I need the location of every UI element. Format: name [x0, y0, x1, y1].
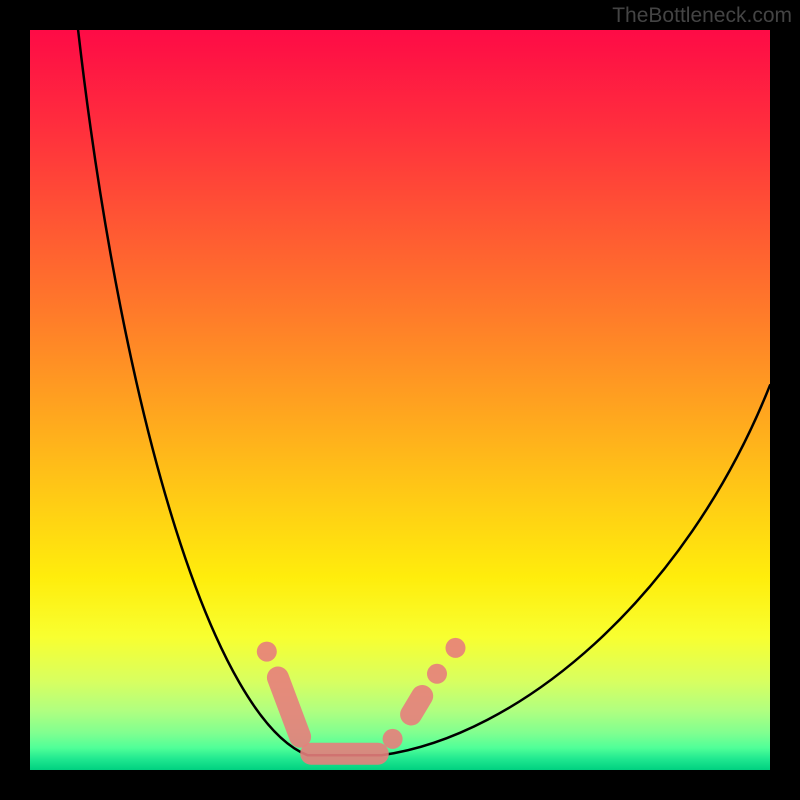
- marker-dot: [257, 642, 277, 662]
- marker-capsule: [411, 696, 422, 715]
- chart-container: TheBottleneck.com: [0, 0, 800, 800]
- marker-dot: [427, 664, 447, 684]
- bottleneck-chart: [0, 0, 800, 800]
- marker-dot: [383, 729, 403, 749]
- watermark-text: TheBottleneck.com: [612, 4, 792, 28]
- marker-dot: [446, 638, 466, 658]
